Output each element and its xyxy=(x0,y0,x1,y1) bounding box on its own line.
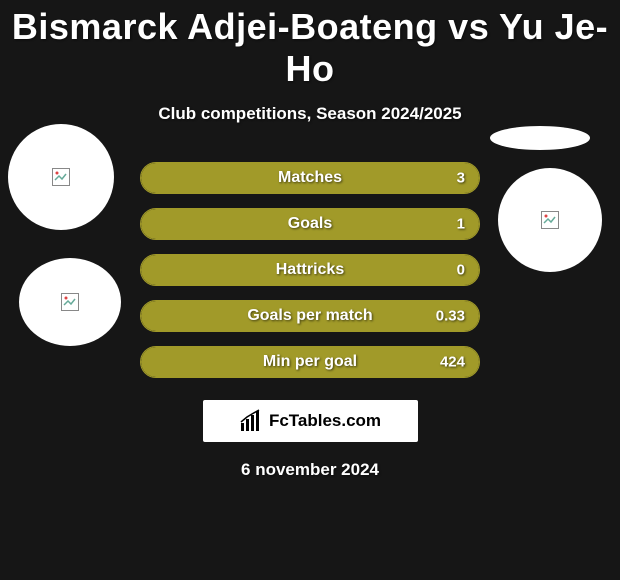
stat-label: Goals per match xyxy=(247,307,372,325)
attribution-badge: FcTables.com xyxy=(203,400,418,442)
stats-container: Matches 3 Goals 1 Hattricks 0 Goals per … xyxy=(140,162,480,378)
stat-value: 0 xyxy=(457,262,465,279)
stat-row-goals: Goals 1 xyxy=(140,208,480,240)
stat-row-gpm: Goals per match 0.33 xyxy=(140,300,480,332)
stat-value: 424 xyxy=(440,354,465,371)
broken-image-icon xyxy=(52,168,70,186)
subtitle: Club competitions, Season 2024/2025 xyxy=(0,104,620,124)
decor-ellipse-right-top xyxy=(490,126,590,150)
stat-label: Goals xyxy=(288,215,332,233)
stat-value: 3 xyxy=(457,170,465,187)
stat-row-mpg: Min per goal 424 xyxy=(140,346,480,378)
decor-circle-left-top xyxy=(8,124,114,230)
stat-value: 1 xyxy=(457,216,465,233)
attribution-text: FcTables.com xyxy=(269,411,381,431)
decor-circle-right xyxy=(498,168,602,272)
decor-circle-left-bottom xyxy=(19,258,121,346)
stat-label: Hattricks xyxy=(276,261,344,279)
page-title: Bismarck Adjei-Boateng vs Yu Je-Ho xyxy=(0,0,620,90)
fctables-logo-icon xyxy=(239,409,263,433)
date-text: 6 november 2024 xyxy=(0,460,620,480)
broken-image-icon xyxy=(541,211,559,229)
stat-value: 0.33 xyxy=(436,308,465,325)
stat-row-hattricks: Hattricks 0 xyxy=(140,254,480,286)
stat-row-matches: Matches 3 xyxy=(140,162,480,194)
broken-image-icon xyxy=(61,293,79,311)
stat-label: Matches xyxy=(278,169,342,187)
stat-label: Min per goal xyxy=(263,353,357,371)
